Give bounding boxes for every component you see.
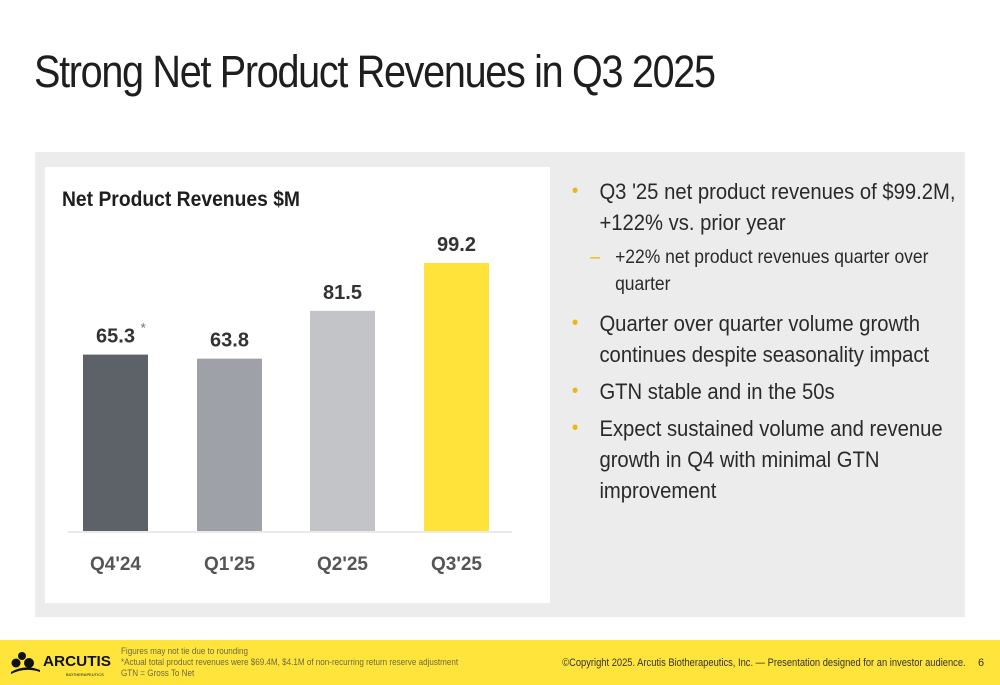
bar-2 <box>310 310 375 531</box>
x-tick-label: Q4'24 <box>90 554 141 575</box>
x-tick-label: Q3'25 <box>431 554 482 575</box>
bar-1 <box>197 358 262 531</box>
footnote: *Actual total product revenues were $69.… <box>121 657 459 668</box>
footnote-asterisk: * <box>141 320 147 336</box>
data-label: 65.3 <box>96 326 135 348</box>
sub-bullet-item: +22% net product revenues quarter over q… <box>570 244 957 298</box>
footnote: Figures may not tie due to rounding <box>121 646 249 657</box>
footnote: GTN = Gross To Net <box>121 668 195 679</box>
arcutis-logo: ARCUTIS BIOTHERAPEUTICS <box>10 650 115 683</box>
bar-3 <box>424 263 489 531</box>
bullet-item: Q3 '25 net product revenues of $99.2M, +… <box>570 176 957 238</box>
x-tick-label: Q2'25 <box>317 554 368 575</box>
slide-title: Strong Net Product Revenues in Q3 2025 <box>34 46 716 97</box>
page-number: 6 <box>978 657 985 669</box>
copyright-text: ©Copyright 2025. Arcutis Biotherapeutics… <box>562 657 966 669</box>
data-label: 81.5 <box>323 282 362 304</box>
footnotes: Figures may not tie due to rounding *Act… <box>121 646 458 679</box>
svg-text:BIOTHERAPEUTICS: BIOTHERAPEUTICS <box>66 672 104 677</box>
data-label: 63.8 <box>210 330 249 352</box>
bullet-item: Expect sustained volume and revenue grow… <box>570 413 957 506</box>
chart-title: Net Product Revenues $M <box>62 188 300 211</box>
data-label: 99.2 <box>437 234 476 256</box>
bullet-list: Q3 '25 net product revenues of $99.2M, +… <box>570 176 960 512</box>
x-tick-label: Q1'25 <box>204 554 255 575</box>
svg-text:ARCUTIS: ARCUTIS <box>43 653 111 670</box>
bullet-item: GTN stable and in the 50s <box>570 376 957 407</box>
footer-bar: ARCUTIS BIOTHERAPEUTICS Figures may not … <box>0 640 1000 685</box>
bar-0 <box>83 354 148 531</box>
bullet-item: Quarter over quarter volume growth conti… <box>570 308 957 370</box>
